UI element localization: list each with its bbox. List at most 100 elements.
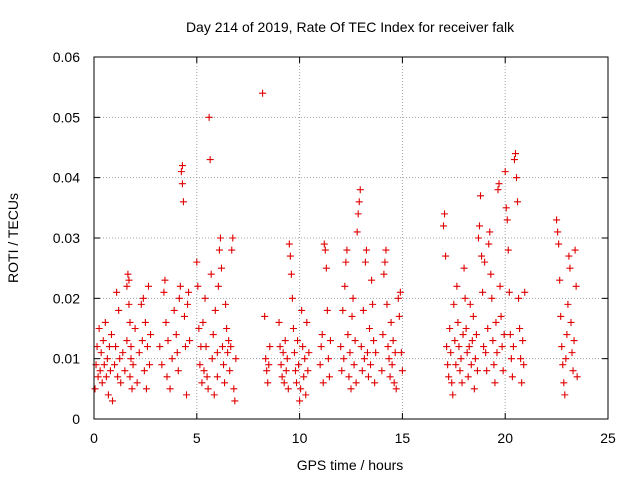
data-point-0-160: [324, 355, 332, 363]
x-tick-label-5: 25: [600, 430, 616, 446]
data-point-0-283: [506, 331, 514, 339]
data-point-0-94: [211, 306, 219, 314]
y-tick-label-6: 0.06: [53, 49, 80, 65]
data-point-0-195: [370, 337, 378, 345]
data-point-0-44: [140, 367, 148, 375]
data-point-0-205: [385, 355, 393, 363]
data-point-0-109: [227, 343, 235, 351]
data-point-0-5: [96, 367, 104, 375]
data-point-0-139: [293, 379, 301, 387]
data-point-0-212: [392, 385, 400, 393]
data-point-0-238: [460, 264, 468, 272]
data-point-0-136: [289, 325, 297, 332]
data-point-0-156: [320, 240, 328, 248]
data-point-0-146: [300, 373, 308, 381]
data-point-0-161: [325, 373, 333, 381]
data-point-0-221: [443, 343, 451, 351]
data-point-0-214: [395, 312, 403, 320]
data-point-0-315: [570, 337, 578, 345]
data-point-0-77: [194, 282, 202, 290]
data-point-0-254: [477, 192, 485, 200]
data-point-0-48: [144, 282, 152, 290]
data-point-0-286: [509, 343, 517, 351]
data-point-0-96: [213, 373, 221, 381]
data-point-0-47: [143, 343, 151, 351]
data-point-0-55: [162, 318, 170, 326]
data-point-0-235: [457, 355, 465, 363]
data-point-0-12: [103, 355, 111, 363]
data-point-0-280: [503, 216, 511, 224]
data-point-0-297: [521, 288, 529, 296]
data-point-0-81: [198, 379, 206, 387]
data-point-0-289: [513, 174, 521, 182]
data-point-0-115: [259, 89, 267, 97]
y-axis-label: ROTI / TECUs: [5, 193, 21, 283]
data-point-0-33: [125, 276, 133, 284]
data-point-0-34: [126, 318, 134, 326]
data-point-0-108: [226, 367, 234, 375]
data-point-0-208: [388, 361, 396, 369]
data-point-0-74: [185, 288, 193, 296]
data-point-0-196: [371, 379, 379, 387]
data-point-0-169: [343, 246, 351, 254]
data-point-0-168: [342, 258, 350, 266]
data-point-0-311: [566, 264, 574, 272]
data-point-0-220: [442, 252, 450, 260]
data-point-0-72: [183, 391, 191, 399]
data-point-0-140: [294, 337, 302, 345]
data-point-0-87: [204, 385, 212, 393]
data-point-0-269: [492, 318, 500, 326]
data-point-0-93: [210, 391, 218, 399]
data-point-0-14: [105, 343, 113, 351]
data-point-0-288: [511, 150, 519, 158]
data-point-0-233: [455, 343, 463, 351]
data-point-0-236: [458, 379, 466, 387]
data-point-0-157: [321, 246, 329, 254]
data-point-0-298: [553, 216, 561, 224]
data-point-0-122: [275, 318, 283, 326]
x-tick-label-0: 0: [90, 430, 98, 446]
data-point-0-255: [478, 252, 486, 260]
data-point-0-141: [295, 361, 303, 369]
data-point-0-28: [125, 300, 133, 308]
data-point-0-147: [301, 355, 309, 363]
data-point-0-304: [559, 361, 567, 369]
data-point-0-149: [303, 318, 311, 326]
data-point-0-251: [473, 367, 481, 375]
data-point-0-97: [214, 282, 222, 290]
data-point-0-185: [359, 306, 367, 314]
data-point-0-152: [316, 361, 324, 369]
data-point-0-103: [221, 379, 229, 387]
data-point-0-211: [391, 349, 399, 357]
data-point-0-253: [476, 222, 483, 230]
data-point-0-76: [193, 258, 201, 266]
data-point-0-284: [507, 355, 515, 363]
data-point-0-165: [339, 306, 347, 314]
data-point-0-95: [213, 349, 221, 357]
data-point-0-31: [123, 282, 131, 290]
data-point-0-225: [447, 349, 455, 357]
data-point-0-227: [449, 391, 457, 399]
data-point-0-120: [265, 361, 273, 369]
data-point-0-257: [480, 343, 488, 351]
data-point-0-8: [99, 337, 107, 345]
data-point-0-142: [296, 397, 304, 405]
data-point-0-18: [111, 361, 119, 369]
data-point-0-134: [287, 270, 295, 278]
data-point-0-86: [203, 373, 211, 381]
data-point-0-296: [520, 361, 528, 369]
data-point-0-228: [450, 300, 458, 308]
y-tick-label-4: 0.04: [53, 170, 80, 186]
data-point-0-66: [177, 168, 185, 176]
data-point-0-173: [347, 385, 355, 393]
data-point-0-128: [281, 337, 289, 345]
data-point-0-119: [264, 379, 272, 387]
data-point-0-199: [379, 331, 387, 339]
data-point-0-125: [278, 373, 286, 381]
data-point-0-314: [569, 367, 577, 375]
data-point-0-41: [137, 300, 145, 308]
data-point-0-248: [470, 385, 478, 393]
data-point-0-213: [394, 294, 402, 302]
data-point-0-291: [515, 294, 523, 302]
